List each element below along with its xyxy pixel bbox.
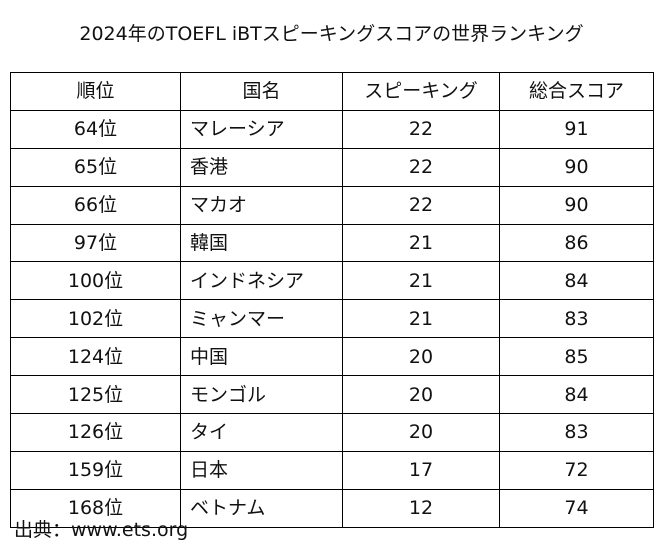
country-cell: マレーシア [180, 109, 343, 149]
table-row: 159位 日本 17 72 [10, 450, 654, 490]
speaking-score-cell: 17 [342, 450, 500, 490]
rank-cell: 125位 [10, 375, 181, 415]
total-score-cell: 90 [499, 147, 654, 187]
speaking-score-cell: 22 [342, 185, 500, 225]
country-cell: モンゴル [180, 375, 343, 415]
total-score-cell: 83 [499, 299, 654, 339]
total-score-cell: 83 [499, 413, 654, 452]
rank-cell: 168位 [10, 488, 181, 528]
rank-cell: 159位 [10, 450, 181, 490]
table-row: 125位 モンゴル 20 84 [10, 375, 654, 415]
rank-cell: 66位 [10, 185, 181, 225]
table-header-row: 順位 国名 スピーキング 総合スコア [10, 72, 654, 111]
rank-cell: 102位 [10, 299, 181, 339]
speaking-score-cell: 22 [342, 147, 500, 187]
speaking-score-cell: 20 [342, 413, 500, 452]
country-cell: 中国 [180, 337, 343, 377]
rank-cell: 97位 [10, 223, 181, 263]
table-row: 65位 香港 22 90 [10, 147, 654, 187]
country-cell: ミャンマー [180, 299, 343, 339]
country-cell: タイ [180, 413, 343, 452]
header-rank: 順位 [10, 72, 181, 111]
table-row: 97位 韓国 21 86 [10, 223, 654, 263]
speaking-score-cell: 22 [342, 109, 500, 149]
source-note: 出典：www.ets.org [14, 519, 189, 541]
total-score-cell: 72 [499, 450, 654, 490]
rank-cell: 100位 [10, 261, 181, 301]
country-cell: 日本 [180, 450, 343, 490]
table-row: 168位 ベトナム 12 74 [10, 488, 654, 528]
total-score-cell: 86 [499, 223, 654, 263]
speaking-score-cell: 21 [342, 261, 500, 301]
speaking-score-cell: 20 [342, 337, 500, 377]
table-row: 124位 中国 20 85 [10, 337, 654, 377]
total-score-cell: 84 [499, 261, 654, 301]
total-score-cell: 74 [499, 488, 654, 528]
header-total: 総合スコア [499, 72, 654, 111]
header-speaking: スピーキング [342, 72, 500, 111]
rank-cell: 64位 [10, 109, 181, 149]
table-row: 102位 ミャンマー 21 83 [10, 299, 654, 339]
table-row: 66位 マカオ 22 90 [10, 185, 654, 225]
speaking-score-cell: 20 [342, 375, 500, 415]
total-score-cell: 91 [499, 109, 654, 149]
total-score-cell: 85 [499, 337, 654, 377]
country-cell: 香港 [180, 147, 343, 187]
speaking-score-cell: 21 [342, 223, 500, 263]
table-row: 100位 インドネシア 21 84 [10, 261, 654, 301]
speaking-score-cell: 21 [342, 299, 500, 339]
rank-cell: 124位 [10, 337, 181, 377]
country-cell: マカオ [180, 185, 343, 225]
country-cell: 韓国 [180, 223, 343, 263]
total-score-cell: 90 [499, 185, 654, 225]
page-title: 2024年のTOEFL iBTスピーキングスコアの世界ランキング [79, 23, 584, 45]
country-cell: ベトナム [180, 488, 343, 528]
total-score-cell: 84 [499, 375, 654, 415]
table-row: 64位 マレーシア 22 91 [10, 109, 654, 149]
rank-cell: 65位 [10, 147, 181, 187]
header-country: 国名 [180, 72, 343, 111]
speaking-score-cell: 12 [342, 488, 500, 528]
country-cell: インドネシア [180, 261, 343, 301]
rank-cell: 126位 [10, 413, 181, 452]
ranking-table: 順位 国名 スピーキング 総合スコア 64位 マレーシア 22 91 65位 香… [10, 72, 654, 528]
table-row: 126位 タイ 20 83 [10, 413, 654, 452]
